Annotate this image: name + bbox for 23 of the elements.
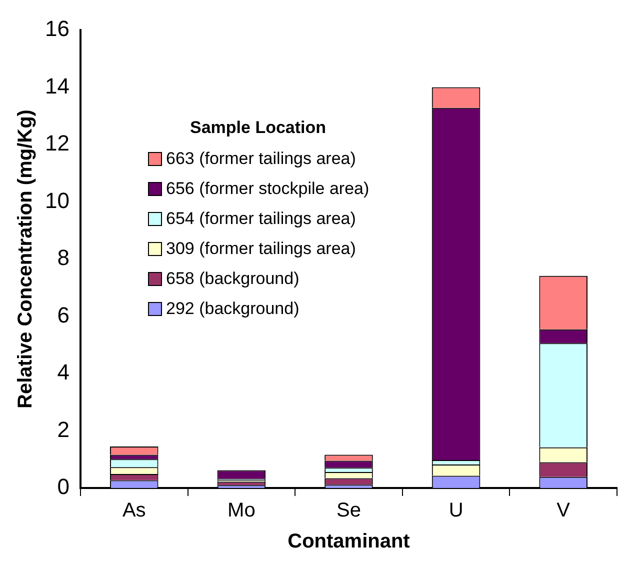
y-tick-label: 6	[57, 302, 70, 328]
legend-label: 654 (former tailings area)	[166, 209, 356, 229]
y-tick-label: 0	[57, 474, 70, 500]
y-tick-label: 16	[44, 16, 70, 42]
legend-label: 663 (former tailings area)	[166, 149, 356, 169]
y-tick-label: 8	[57, 245, 70, 270]
legend-label: 658 (background)	[166, 269, 300, 289]
x-tick-label: V	[556, 500, 571, 522]
x-tick-label: U	[448, 500, 464, 522]
legend-label: 292 (background)	[166, 299, 300, 319]
legend-label: 309 (former tailings area)	[166, 239, 356, 259]
y-tick-label: 12	[44, 130, 70, 156]
y-tick-label: 10	[44, 188, 70, 213]
x-tick-label: As	[122, 500, 146, 522]
x-tick-label: Se	[336, 500, 361, 522]
legend-label: 656 (former stockpile area)	[166, 179, 370, 199]
y-axis-title: Relative Concentration (mg/Kg)	[14, 110, 37, 408]
x-axis-title: Contaminant	[288, 530, 410, 553]
y-tick-label: 2	[57, 416, 70, 442]
legend-title: Sample Location	[190, 118, 328, 138]
x-tick-label: Mo	[228, 500, 256, 522]
y-tick-label: 4	[57, 360, 70, 385]
y-tick-label: 14	[44, 73, 70, 98]
